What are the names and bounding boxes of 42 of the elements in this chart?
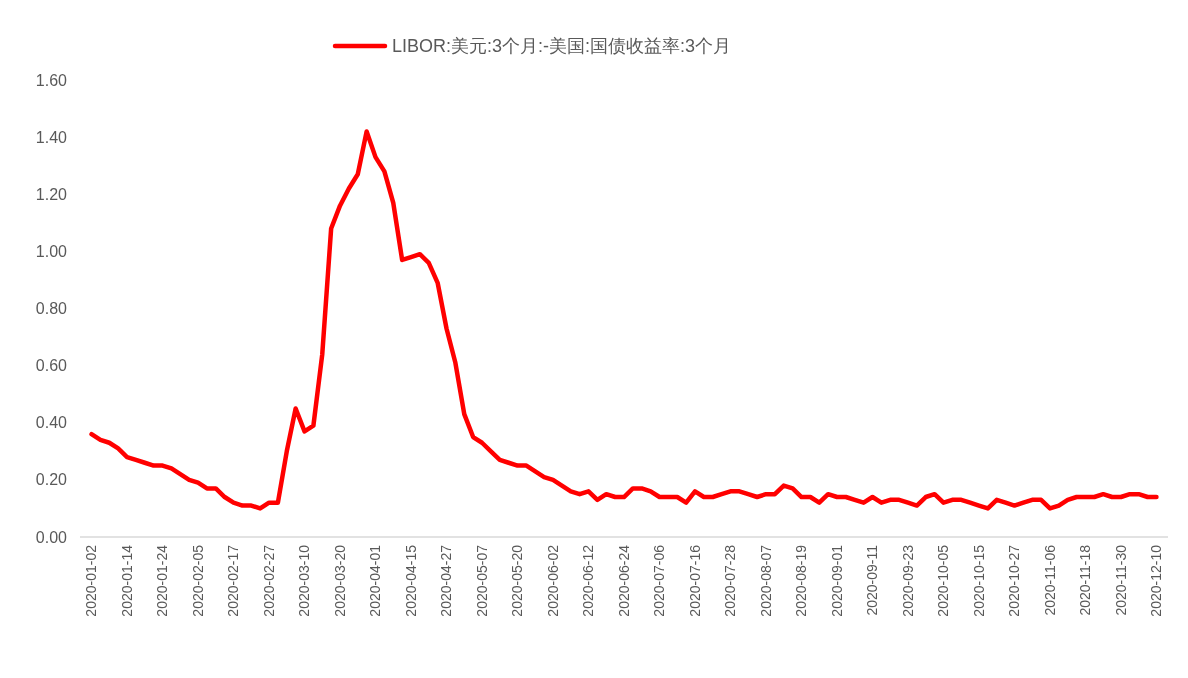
x-tick-label: 2020-03-20 xyxy=(331,544,348,617)
x-tick-label: 2020-08-07 xyxy=(757,544,774,617)
x-tick-label: 2020-10-15 xyxy=(970,544,987,617)
x-tick-label: 2020-08-19 xyxy=(793,544,810,617)
legend-label: LIBOR:美元:3个月:-美国:国债收益率:3个月 xyxy=(392,36,732,57)
y-tick-label: 0.40 xyxy=(35,414,68,432)
x-tick-label: 2020-01-24 xyxy=(154,544,171,617)
x-tick-label: 2020-09-23 xyxy=(899,544,916,617)
y-tick-label: 0.80 xyxy=(35,300,68,318)
x-tick-label: 2020-03-10 xyxy=(296,544,313,617)
y-tick-label: 1.60 xyxy=(35,71,68,89)
x-tick-label: 2020-06-24 xyxy=(615,544,632,617)
y-tick-label: 0.00 xyxy=(35,528,68,546)
y-tick-label: 1.20 xyxy=(35,185,68,203)
x-tick-label: 2020-05-07 xyxy=(473,544,490,617)
y-tick-label: 0.60 xyxy=(35,357,68,375)
y-tick-label: 1.40 xyxy=(35,128,68,146)
y-tick-label: 1.00 xyxy=(35,242,68,260)
x-tick-label: 2020-09-11 xyxy=(864,544,881,616)
x-tick-label: 2020-04-01 xyxy=(367,544,384,617)
x-tick-label: 2020-11-18 xyxy=(1077,544,1094,616)
x-tick-label: 2020-06-02 xyxy=(544,544,561,617)
x-tick-label: 2020-07-16 xyxy=(686,544,703,617)
x-tick-label: 2020-04-27 xyxy=(438,544,455,617)
x-tick-label: 2020-01-02 xyxy=(83,544,100,617)
x-tick-label: 2020-02-27 xyxy=(260,544,277,617)
x-tick-label: 2020-10-27 xyxy=(1006,544,1023,617)
x-tick-label: 2020-02-05 xyxy=(189,544,206,617)
x-tick-label: 2020-11-06 xyxy=(1041,544,1058,616)
x-tick-label: 2020-10-05 xyxy=(935,544,952,617)
x-tick-label: 2020-09-01 xyxy=(828,544,845,617)
x-tick-label: 2020-02-17 xyxy=(225,544,242,617)
x-tick-label: 2020-11-30 xyxy=(1112,544,1129,616)
line-series xyxy=(89,129,1159,511)
x-tick-label: 2020-05-20 xyxy=(509,544,526,617)
y-tick-label: 0.20 xyxy=(35,471,68,489)
x-tick-label: 2020-07-06 xyxy=(651,544,668,617)
x-tick-label: 2020-12-10 xyxy=(1148,544,1165,617)
x-tick-label: 2020-01-14 xyxy=(118,544,135,617)
x-tick-label: 2020-07-28 xyxy=(722,544,739,617)
x-tick-label: 2020-04-15 xyxy=(402,544,419,617)
x-tick-label: 2020-06-12 xyxy=(580,544,597,617)
